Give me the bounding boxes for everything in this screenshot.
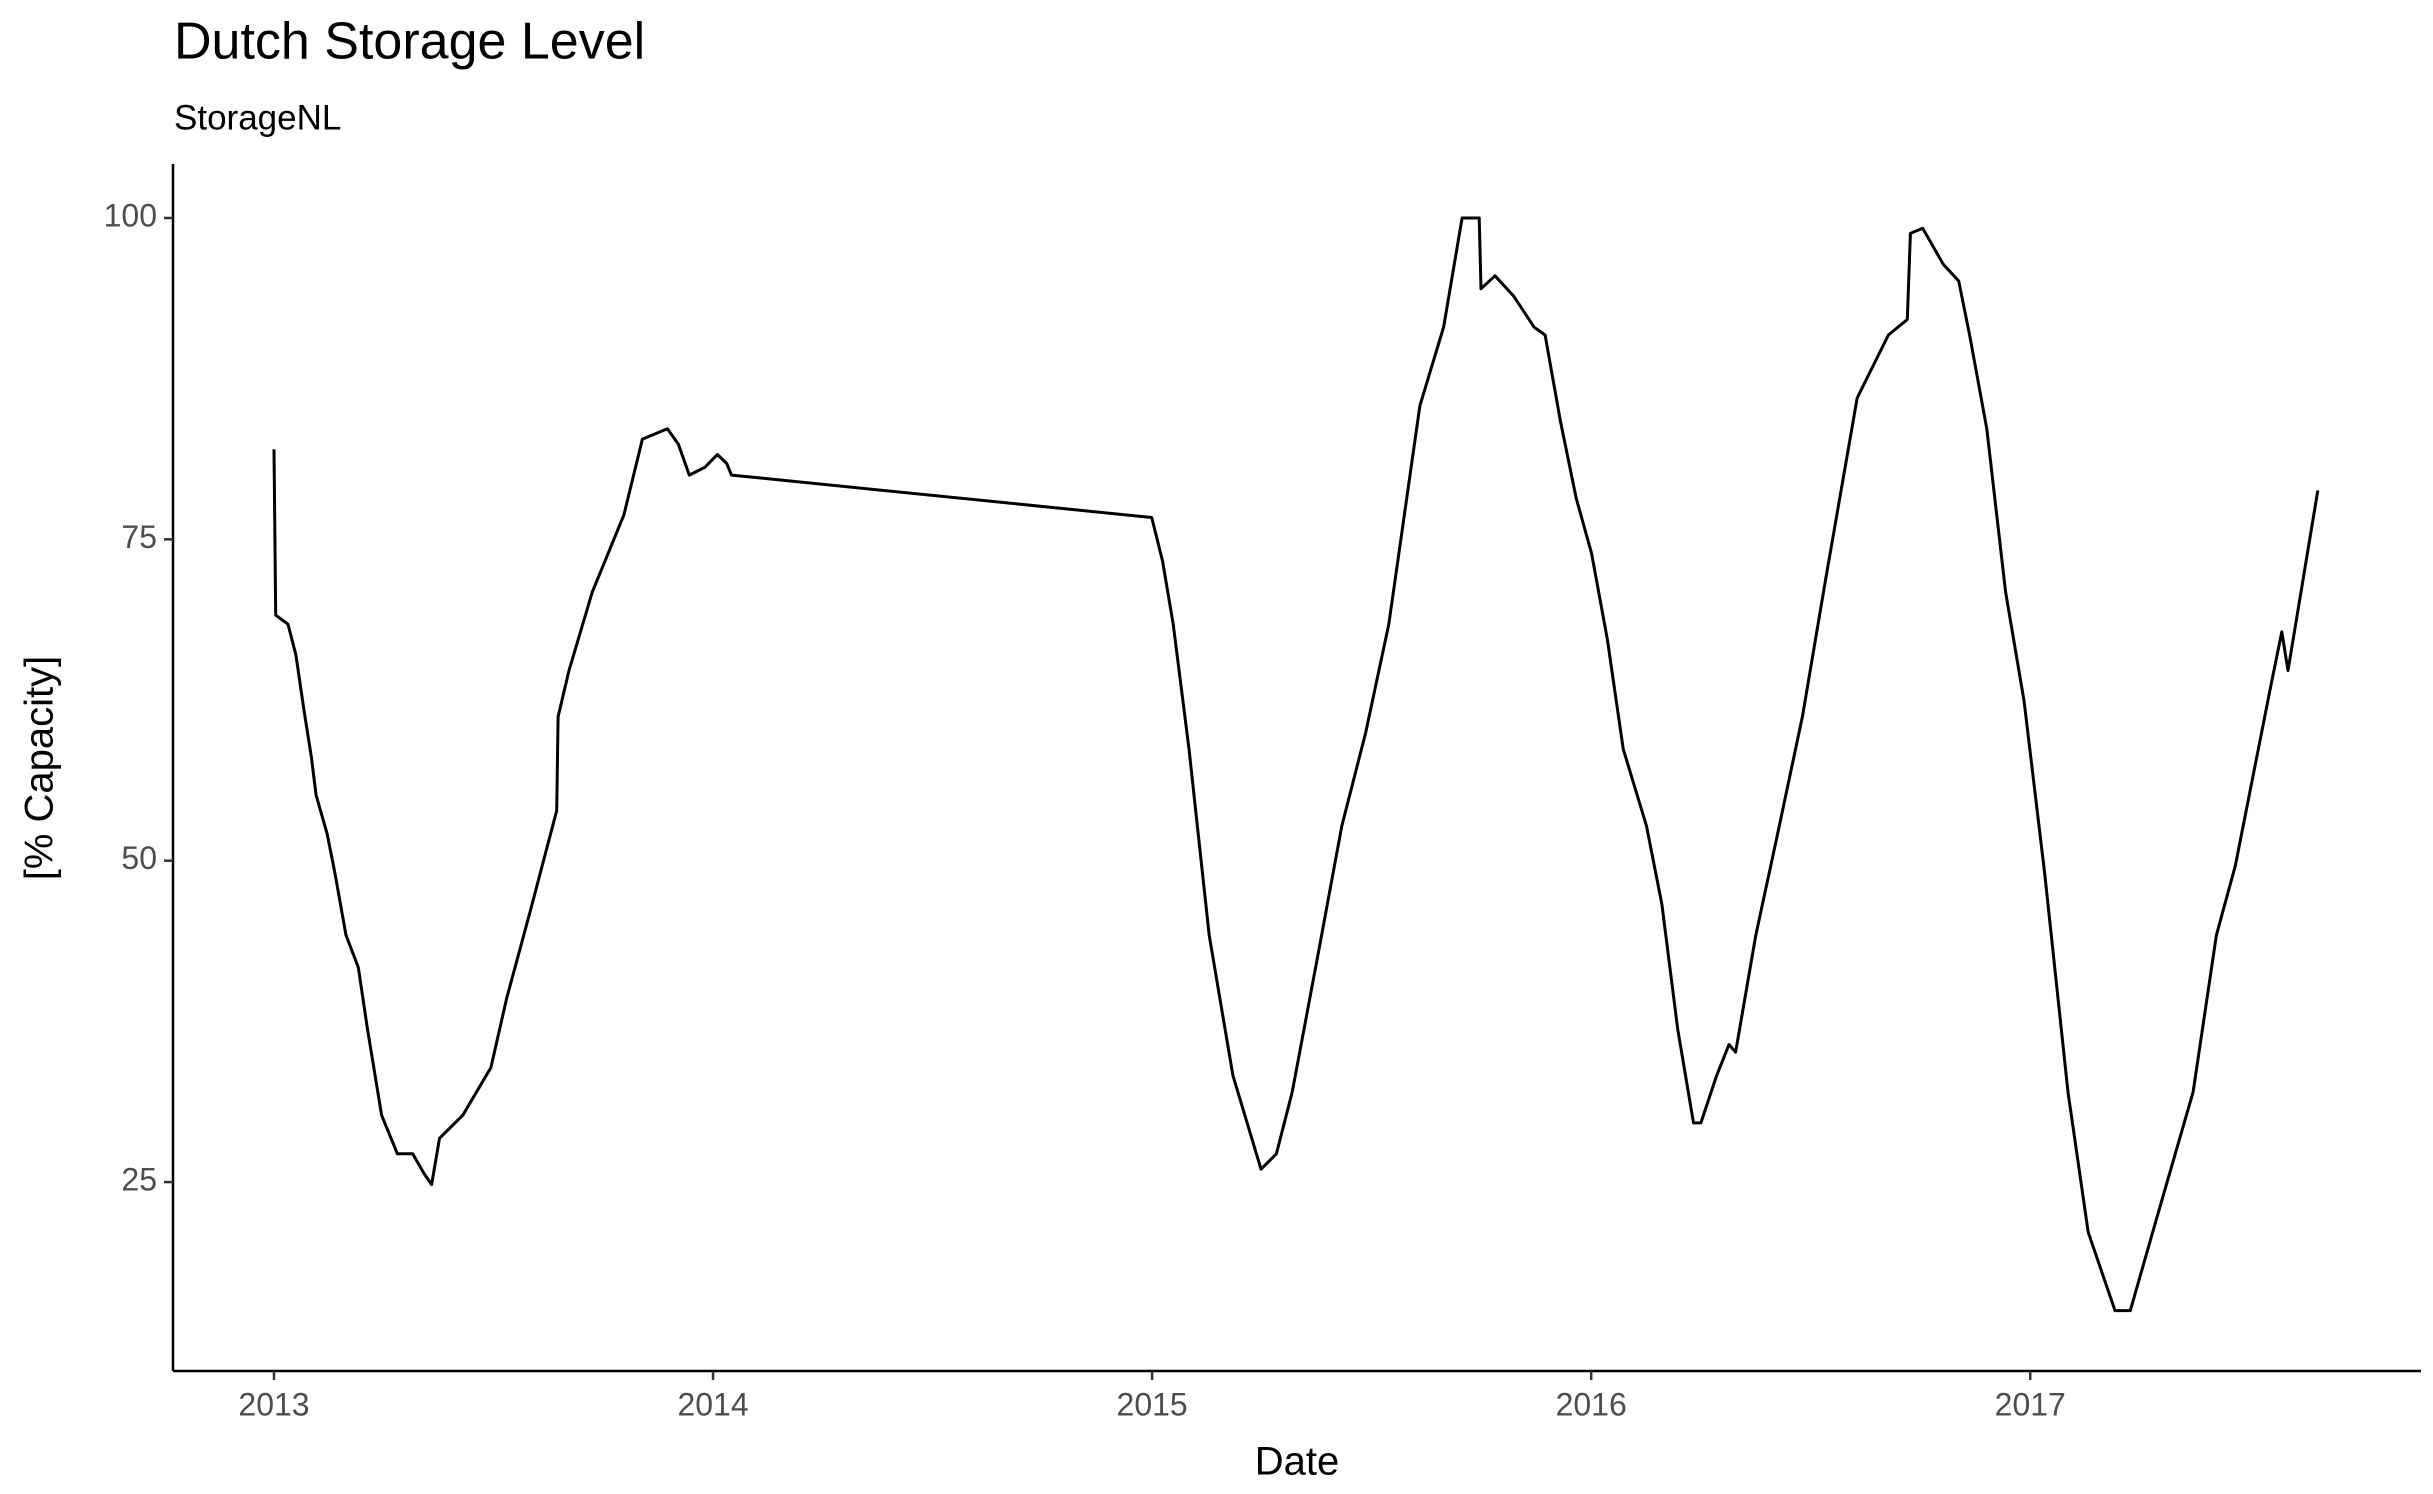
data-line	[272, 216, 2320, 1313]
y-tick-label: 75	[121, 519, 157, 555]
y-axis-title: [% Capacity]	[18, 656, 62, 881]
x-tick-label: 2016	[1556, 1386, 1627, 1422]
x-tick-label: 2015	[1117, 1386, 1188, 1422]
y-tick-label: 25	[121, 1161, 157, 1197]
chart-subtitle: StorageNL	[174, 98, 341, 137]
chart-title: Dutch Storage Level	[174, 13, 645, 71]
x-tick-label: 2013	[238, 1386, 309, 1422]
x-tick-label: 2017	[1995, 1386, 2066, 1422]
x-axis-title: Date	[1255, 1440, 1340, 1484]
x-tick-label: 2014	[677, 1386, 748, 1422]
y-tick-label: 50	[121, 840, 157, 876]
y-tick-label: 100	[104, 197, 157, 233]
